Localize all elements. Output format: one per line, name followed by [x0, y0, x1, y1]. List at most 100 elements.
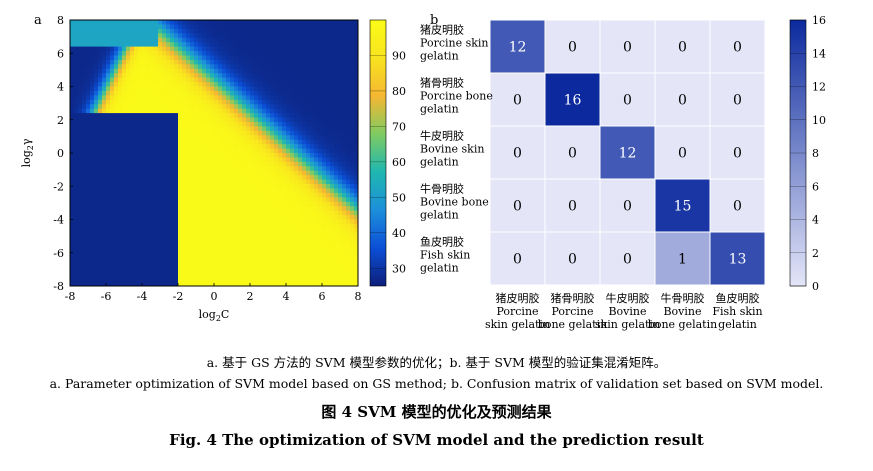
heatmap-a-cell	[326, 254, 331, 260]
heatmap-a-cell	[178, 197, 183, 203]
heatmap-a-cell	[210, 153, 215, 159]
heatmap-a-cell	[258, 135, 263, 141]
heatmap-a-cell	[266, 153, 271, 159]
heatmap-a-cell	[186, 192, 191, 198]
heatmap-a-cell	[198, 37, 203, 43]
heatmap-a-cell	[174, 179, 179, 185]
heatmap-a-cell	[134, 51, 139, 57]
heatmap-a-cell	[194, 281, 199, 286]
heatmap-a-cell	[354, 161, 358, 167]
heatmap-a-cell	[338, 215, 343, 221]
heatmap-a-cell	[342, 117, 347, 123]
heatmap-a-cell	[118, 166, 123, 172]
heatmap-a-cell	[250, 46, 255, 52]
heatmap-a-cell	[142, 237, 147, 243]
heatmap-a-cell	[322, 228, 327, 234]
heatmap-a-cell	[82, 161, 87, 167]
heatmap-a-cell	[246, 73, 251, 79]
heatmap-a-cell	[242, 197, 247, 203]
heatmap-a-cell	[234, 144, 239, 150]
heatmap-a-cell	[218, 170, 223, 176]
heatmap-a-cell	[214, 64, 219, 70]
heatmap-a-cell	[138, 179, 143, 185]
heatmap-a-cell	[338, 281, 343, 286]
heatmap-a-cell	[138, 170, 143, 176]
heatmap-a-cell	[302, 46, 307, 52]
heatmap-a-cell	[86, 237, 91, 243]
heatmap-a-cell	[114, 188, 119, 194]
heatmap-a-cell	[302, 135, 307, 141]
heatmap-a-cell	[134, 95, 139, 101]
heatmap-a-cell	[210, 135, 215, 141]
heatmap-a-cell	[82, 170, 87, 176]
heatmap-a-cell	[186, 139, 191, 145]
heatmap-a-cell	[138, 117, 143, 123]
heatmap-a-cell	[182, 68, 187, 74]
heatmap-a-cell	[134, 77, 139, 83]
heatmap-a-cell	[98, 42, 103, 48]
heatmap-a-cell	[226, 272, 231, 278]
heatmap-a-cell	[270, 33, 275, 39]
heatmap-a-cell	[234, 281, 239, 286]
heatmap-a-cell	[338, 24, 343, 30]
heatmap-a-cell	[282, 215, 287, 221]
heatmap-a-cell	[178, 73, 183, 79]
heatmap-a-cell	[318, 68, 323, 74]
heatmap-a-cell	[170, 28, 175, 34]
heatmap-a-cell	[330, 130, 335, 136]
heatmap-a-cell	[190, 254, 195, 260]
heatmap-a-cell	[254, 46, 259, 52]
heatmap-a-cell	[166, 184, 171, 190]
heatmap-a-cell	[130, 64, 135, 70]
heatmap-a-cell	[106, 51, 111, 57]
heatmap-a-cell	[226, 179, 231, 185]
heatmap-a-cell	[150, 51, 155, 57]
heatmap-a-cell	[86, 170, 91, 176]
heatmap-a-cell	[226, 121, 231, 127]
heatmap-a-cell	[166, 86, 171, 92]
heatmap-a-cell	[262, 46, 267, 52]
heatmap-a-cell	[230, 130, 235, 136]
heatmap-a-cell	[338, 77, 343, 83]
heatmap-a-cell	[134, 215, 139, 221]
heatmap-a-cell	[286, 281, 291, 286]
heatmap-a-cell	[350, 99, 355, 105]
heatmap-a-cell	[254, 210, 259, 216]
heatmap-a-cell	[310, 232, 315, 238]
heatmap-a-cell	[90, 126, 95, 132]
heatmap-a-cell	[238, 272, 243, 278]
heatmap-a-cell	[354, 263, 358, 269]
heatmap-a-cell	[322, 197, 327, 203]
heatmap-a-cell	[134, 144, 139, 150]
heatmap-a-cell	[230, 254, 235, 260]
heatmap-a-cell	[354, 104, 358, 110]
heatmap-a-cell	[242, 228, 247, 234]
heatmap-a-cell	[190, 20, 195, 26]
heatmap-a-cell	[86, 228, 91, 234]
heatmap-a-cell	[306, 215, 311, 221]
heatmap-a-cell	[326, 206, 331, 212]
heatmap-a-cell	[330, 268, 335, 274]
heatmap-a-cell	[278, 153, 283, 159]
heatmap-a-cell	[310, 157, 315, 163]
heatmap-a-cell	[250, 263, 255, 269]
heatmap-a-cell	[266, 246, 271, 252]
heatmap-a-cell	[162, 148, 167, 154]
heatmap-a-cell	[258, 59, 263, 65]
heatmap-a-cell	[118, 37, 123, 43]
heatmap-a-cell	[74, 95, 79, 101]
heatmap-a-cell	[202, 268, 207, 274]
heatmap-a-cell	[282, 20, 287, 26]
heatmap-a-cell	[330, 223, 335, 229]
heatmap-a-cell	[186, 175, 191, 181]
heatmap-a-cell	[70, 259, 75, 265]
heatmap-a-cell	[338, 157, 343, 163]
heatmap-a-cell	[218, 135, 223, 141]
heatmap-a-cell	[310, 90, 315, 96]
heatmap-a-cell	[198, 20, 203, 26]
confusion-cell-value: 0	[513, 93, 522, 109]
heatmap-a-cell	[302, 197, 307, 203]
heatmap-a-cell	[342, 175, 347, 181]
heatmap-a-cell	[78, 166, 83, 172]
